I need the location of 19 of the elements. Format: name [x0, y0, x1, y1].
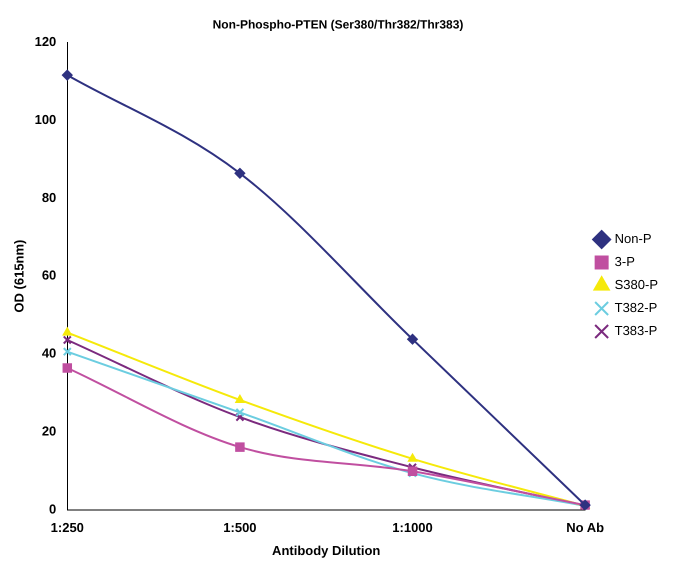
y-tick-label: 40	[42, 346, 56, 361]
y-tick-label: 20	[42, 423, 56, 438]
legend-label: Non-P	[614, 231, 652, 246]
legend-label: S380-P	[614, 277, 658, 292]
x-tick-label: No Ab	[566, 520, 604, 536]
x-tick-label: 1:1000	[392, 520, 433, 536]
y-tick-label: 100	[34, 112, 56, 127]
x-axis-title: Antibody Dilution	[272, 542, 380, 558]
y-tick-label: 60	[42, 268, 56, 283]
y-tick-label: 120	[34, 34, 56, 49]
legend-label: T382-P	[614, 300, 658, 316]
x-tick-label: 1:250	[50, 520, 84, 536]
x-tick-label: 1:500	[223, 520, 257, 536]
y-tick-label: 80	[42, 190, 56, 205]
y-axis-title: OD (615nm)	[11, 240, 26, 313]
chart-title: Non-Phospho-PTEN (Ser380/Thr382/Thr383)	[212, 18, 464, 32]
legend-label: 3-P	[614, 254, 635, 270]
legend-label: T383-P	[614, 323, 658, 338]
y-tick-label: 0	[49, 501, 56, 516]
